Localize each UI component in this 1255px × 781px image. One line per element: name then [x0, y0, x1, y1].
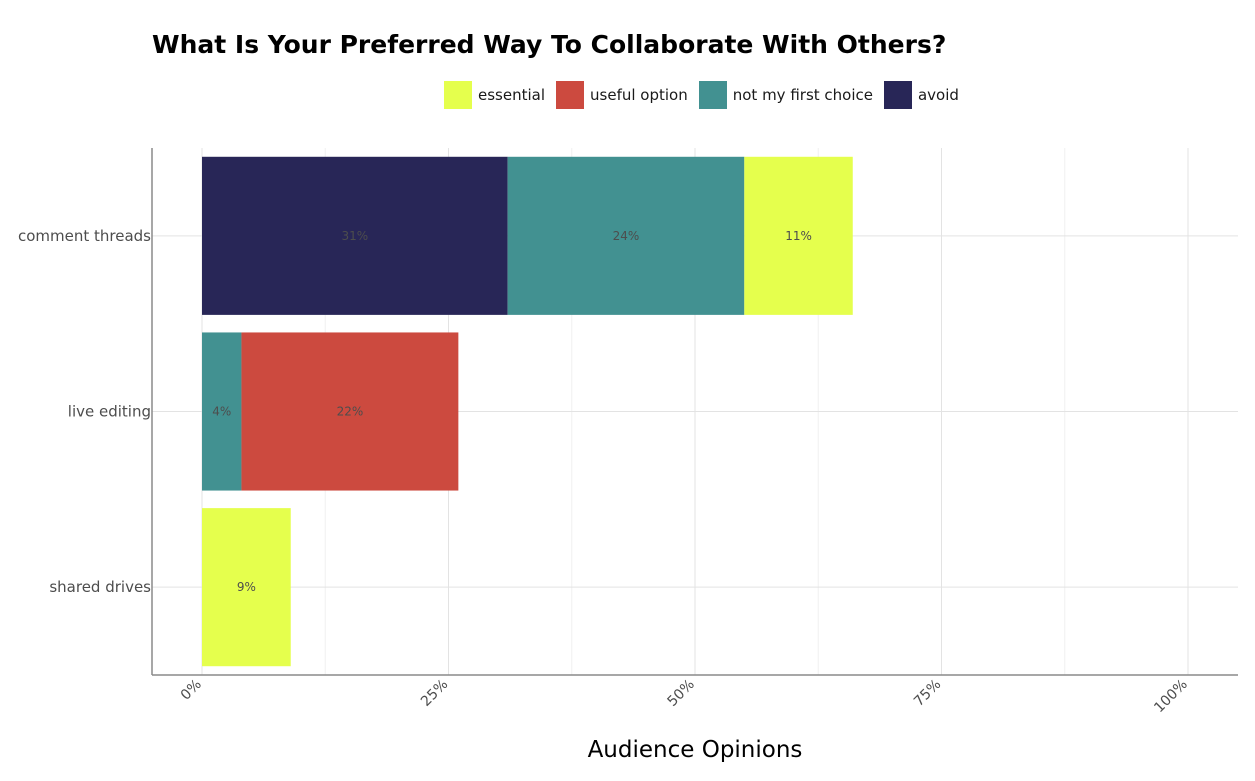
legend-item-essential: essential [444, 81, 545, 109]
legend-label-useful-option: useful option [590, 86, 688, 104]
y-tick-label-shared-drives: shared drives [49, 578, 151, 596]
bar-label-comment-threads-avoid: 31% [341, 229, 368, 243]
legend-item-avoid: avoid [883, 81, 959, 109]
legend-label-avoid: avoid [917, 86, 959, 104]
legend: essential useful option not my first cho… [444, 81, 970, 109]
y-tick-label-comment-threads: comment threads [18, 227, 151, 245]
legend-swatch-essential [444, 81, 472, 109]
chart-title: What Is Your Preferred Way To Collaborat… [152, 30, 947, 59]
x-tick-label: 25% [418, 677, 451, 710]
bar-label-live-editing-useful-option: 22% [337, 405, 364, 419]
x-tick-label: 75% [911, 677, 944, 710]
bar-comment-threads-essential [744, 156, 853, 315]
bar-label-shared-drives-essential: 9% [237, 580, 256, 594]
bar-comment-threads-avoid [202, 156, 508, 315]
legend-swatch-avoid [883, 81, 912, 109]
legend-swatch-not-my-first-choice [698, 81, 727, 109]
bars: 31% 24% 11% 4% 22% 9% [202, 156, 853, 667]
legend-item-useful-option: useful option [556, 81, 688, 109]
x-tick-label: 100% [1151, 677, 1191, 717]
legend-label-essential: essential [478, 86, 546, 104]
legend-swatch-useful-option [556, 81, 585, 109]
legend-item-not-my-first-choice: not my first choice [698, 81, 873, 109]
x-tick-label: 50% [665, 677, 698, 710]
bar-live-editing-useful-option [241, 332, 459, 491]
x-axis-title: Audience Opinions [588, 737, 803, 763]
bar-label-comment-threads-essential: 11% [785, 229, 812, 243]
bar-live-editing-not-my-first-choice [202, 332, 242, 491]
y-tick-label-live-editing: live editing [68, 403, 151, 421]
bar-label-live-editing-not-my-first-choice: 4% [212, 405, 231, 419]
bar-comment-threads-not-my-first-choice [507, 156, 745, 315]
bar-label-comment-threads-not-my-first-choice: 24% [613, 229, 640, 243]
x-tick-label: 0% [178, 677, 205, 704]
bar-shared-drives-essential [202, 508, 291, 667]
legend-label-not-my-first-choice: not my first choice [732, 86, 873, 104]
